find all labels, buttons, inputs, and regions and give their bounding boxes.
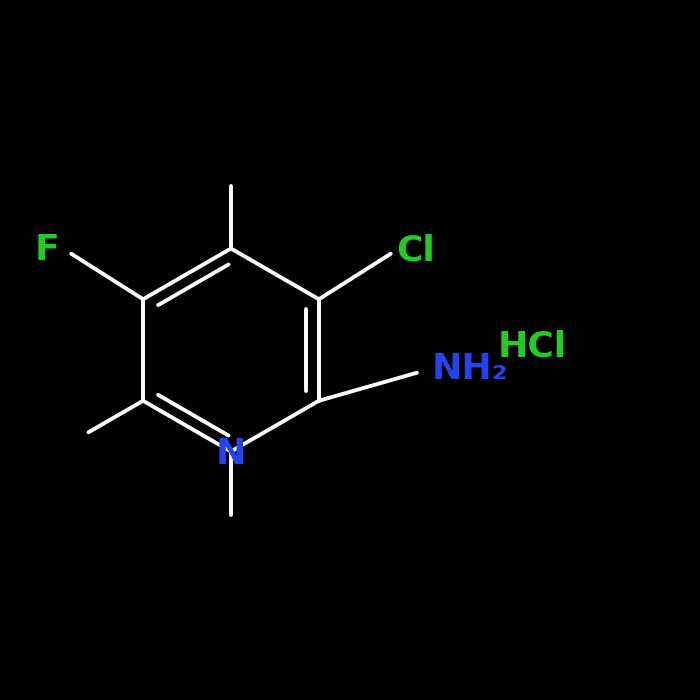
- Text: Cl: Cl: [395, 233, 435, 267]
- Text: HCl: HCl: [498, 330, 566, 363]
- Text: F: F: [34, 233, 60, 267]
- Text: N: N: [216, 437, 246, 470]
- Text: NH₂: NH₂: [431, 352, 508, 386]
